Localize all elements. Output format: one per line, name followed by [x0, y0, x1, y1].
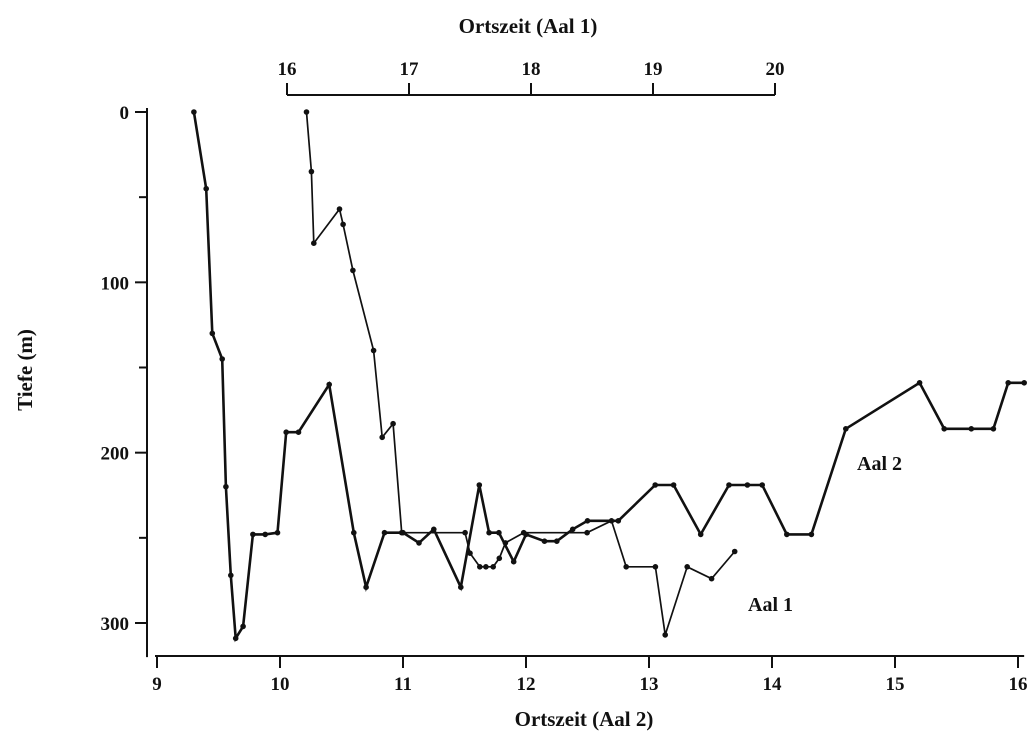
data-point-aal-1	[652, 564, 659, 570]
data-point-aal-2	[726, 482, 732, 488]
y-axis-ticks: 0 100 200 300	[101, 103, 147, 635]
data-point-aal-2	[351, 529, 357, 536]
data-point-aal-2	[400, 529, 406, 536]
data-point-aal-1	[708, 575, 715, 582]
data-point-aal-2	[431, 526, 437, 533]
data-point-aal-2	[990, 426, 997, 432]
data-point-aal-1	[662, 632, 668, 638]
data-point-aal-2	[1021, 380, 1027, 386]
series-label-aal-2: Aal 2	[857, 453, 902, 475]
data-point-aal-2	[808, 531, 815, 538]
data-point-aal-2	[240, 623, 246, 630]
x-top-tick-label: 16	[278, 59, 297, 80]
data-point-aal-2	[615, 518, 622, 524]
data-point-aal-1	[311, 240, 317, 246]
data-point-aal-2	[941, 426, 947, 432]
x-top-tick-label: 19	[644, 59, 663, 80]
x-bottom-tick-label: 10	[271, 674, 290, 695]
data-point-aal-1	[496, 555, 503, 562]
data-point-aal-2	[228, 572, 234, 579]
data-point-aal-2	[283, 429, 290, 436]
x-top-tick-label: 17	[400, 59, 420, 80]
series-line-aal-2	[192, 111, 1025, 643]
data-point-aal-1	[584, 529, 590, 536]
data-point-aal-1	[731, 548, 738, 555]
data-point-aal-2	[1005, 380, 1011, 386]
data-point-aal-2	[203, 185, 209, 192]
data-point-aal-1	[350, 267, 356, 274]
data-point-aal-2	[486, 529, 492, 536]
data-point-aal-1	[308, 168, 315, 175]
x-bottom-tick-label: 15	[886, 674, 905, 695]
data-point-aal-2	[416, 540, 422, 546]
series-label-aal-1: Aal 1	[748, 594, 793, 616]
x-axis-bottom-ticks: 9 10 11 12 13 14 15 16	[152, 656, 1028, 695]
data-point-aal-1	[684, 564, 690, 570]
series-line-aal-1	[305, 111, 736, 636]
data-point-aal-1	[467, 550, 473, 556]
x-axis-top-ticks: 16 17 18 19 20	[278, 59, 785, 95]
data-point-aal-2	[759, 482, 765, 488]
data-point-aal-1	[336, 206, 343, 212]
data-point-aal-2	[458, 584, 464, 590]
data-point-aal-2	[326, 381, 333, 388]
data-point-aal-1	[379, 434, 386, 441]
series-aal-1	[303, 109, 738, 638]
data-point-aal-2	[968, 426, 975, 432]
data-point-aal-2	[232, 635, 239, 642]
data-point-aal-2	[191, 109, 197, 115]
data-point-aal-1	[483, 564, 489, 570]
data-point-aal-2	[209, 330, 216, 337]
x-bottom-tick-label: 12	[517, 674, 536, 695]
x-top-tick-label: 18	[522, 59, 541, 80]
y-tick-label: 100	[101, 273, 130, 294]
data-point-aal-1	[303, 109, 310, 115]
data-point-aal-2	[843, 426, 849, 432]
data-point-aal-2	[916, 380, 923, 386]
data-point-aal-2	[295, 429, 302, 436]
x-bottom-tick-label: 14	[763, 674, 783, 695]
data-point-aal-2	[496, 529, 502, 536]
data-point-aal-2	[363, 584, 369, 590]
data-point-aal-2	[476, 482, 483, 488]
data-point-aal-2	[250, 531, 256, 538]
x-axis-top-title: Ortszeit (Aal 1)	[459, 14, 598, 38]
data-point-aal-2	[541, 538, 548, 544]
x-top-tick-label: 20	[766, 59, 785, 80]
data-point-aal-2	[223, 483, 229, 490]
data-point-aal-1	[390, 420, 396, 427]
data-point-aal-2	[510, 558, 517, 565]
y-tick-label: 300	[101, 614, 130, 635]
data-point-aal-2	[262, 531, 269, 538]
y-tick-label: 0	[120, 103, 130, 124]
data-point-aal-2	[652, 482, 658, 488]
data-point-aal-1	[462, 529, 468, 536]
data-point-aal-1	[477, 564, 483, 570]
data-point-aal-2	[670, 482, 677, 488]
data-point-aal-2	[274, 529, 281, 536]
data-point-aal-2	[744, 482, 751, 488]
data-point-aal-2	[784, 531, 790, 538]
data-point-aal-1	[370, 347, 377, 354]
data-point-aal-2	[584, 518, 591, 524]
data-point-aal-2	[697, 531, 704, 538]
y-axis-title: Tiefe (m)	[13, 329, 37, 411]
data-point-aal-2	[569, 526, 576, 533]
data-point-aal-1	[490, 564, 497, 570]
y-tick-label: 200	[101, 444, 130, 465]
data-point-aal-2	[554, 538, 560, 544]
data-point-aal-1	[340, 221, 346, 228]
x-bottom-tick-label: 13	[640, 674, 659, 695]
x-axis-bottom-title: Ortszeit (Aal 2)	[515, 707, 654, 731]
data-point-aal-2	[523, 531, 529, 538]
x-bottom-tick-label: 9	[152, 674, 162, 695]
data-point-aal-2	[219, 356, 225, 362]
data-point-aal-2	[381, 529, 388, 536]
data-point-aal-1	[623, 564, 629, 570]
x-bottom-tick-label: 11	[394, 674, 412, 695]
series-aal-2	[191, 109, 1027, 643]
x-bottom-tick-label: 16	[1009, 674, 1028, 695]
